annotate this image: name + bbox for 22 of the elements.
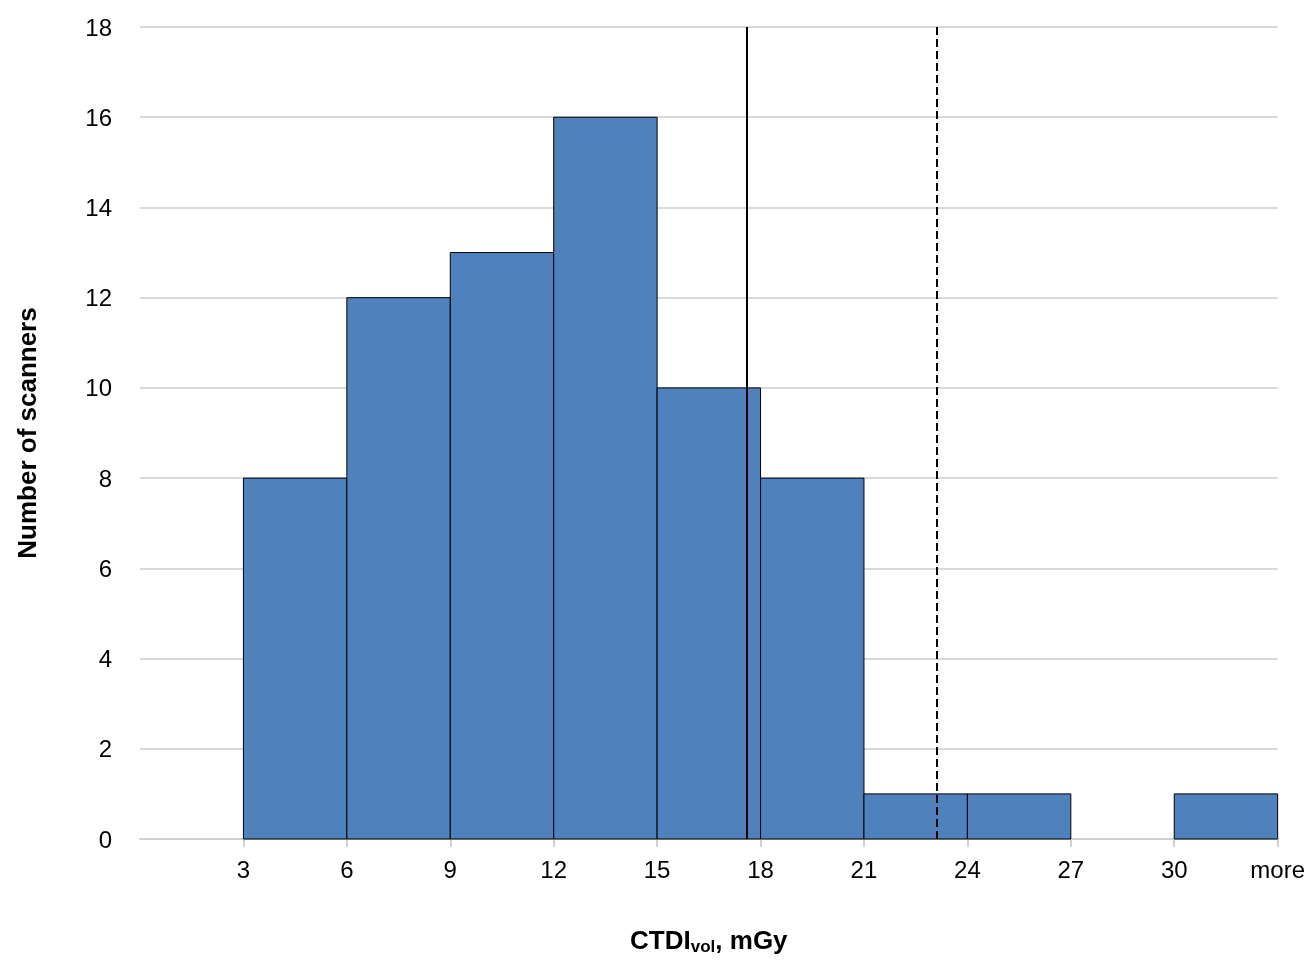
- x-tick-label: 24: [954, 855, 981, 883]
- x-tick-label: 6: [340, 855, 354, 883]
- y-tick-label: 16: [85, 103, 112, 131]
- x-tick-label: 9: [443, 855, 457, 883]
- y-tick-label: 8: [98, 464, 112, 492]
- y-axis-title: Number of scanners: [12, 307, 42, 559]
- x-tick-label: 30: [1160, 855, 1188, 883]
- x-tick-label: 27: [1057, 855, 1085, 883]
- y-tick-label: 2: [98, 735, 112, 763]
- y-tick-label: 10: [85, 374, 112, 402]
- y-tick-label: 4: [98, 645, 112, 673]
- x-tick-label: 15: [643, 855, 671, 883]
- x-tick-label: 12: [540, 855, 568, 883]
- y-tick-label: 18: [85, 13, 112, 41]
- x-tick-label: 3: [236, 855, 251, 883]
- y-tick-label: 14: [85, 193, 112, 221]
- x-tick-label: more: [1250, 855, 1305, 883]
- x-tick-label: 18: [747, 855, 774, 883]
- y-tick-label: 12: [85, 284, 112, 312]
- x-tick-label: 21: [850, 855, 878, 883]
- y-tick-label: 0: [98, 825, 112, 853]
- y-tick-label: 6: [98, 554, 112, 582]
